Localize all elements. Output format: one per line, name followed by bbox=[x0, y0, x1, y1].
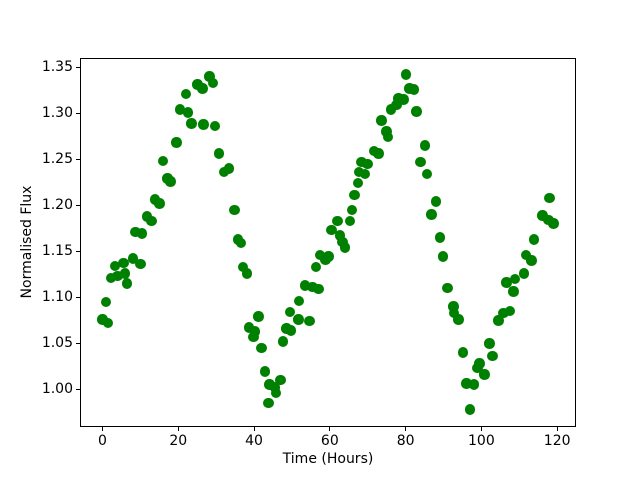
x-tick-mark bbox=[405, 427, 407, 431]
y-tick-label: 1.25 bbox=[41, 151, 73, 168]
y-axis-label: Normalised Flux bbox=[19, 185, 35, 299]
x-tick-label: 100 bbox=[468, 433, 495, 449]
y-tick-mark bbox=[76, 342, 80, 344]
y-tick-label: 1.35 bbox=[41, 59, 73, 76]
x-tick-mark bbox=[102, 427, 103, 431]
x-tick-mark bbox=[177, 427, 179, 431]
x-axis-label: Time (Hours) bbox=[282, 451, 374, 467]
x-tick-mark bbox=[329, 427, 331, 431]
y-tick-label: 1.00 bbox=[41, 381, 73, 398]
y-tick-mark bbox=[76, 388, 80, 390]
y-tick-mark bbox=[76, 158, 80, 160]
x-tick-label: 80 bbox=[396, 433, 415, 449]
y-tick-mark bbox=[76, 296, 80, 298]
x-tick-label: 20 bbox=[169, 433, 188, 449]
x-tick-label: 0 bbox=[98, 433, 107, 449]
y-tick-mark bbox=[76, 204, 80, 206]
y-tick-mark bbox=[76, 250, 80, 252]
y-tick-mark bbox=[76, 112, 80, 114]
y-tick-label: 1.15 bbox=[41, 243, 73, 260]
y-tick-mark bbox=[76, 66, 80, 68]
x-tick-mark bbox=[253, 427, 255, 431]
x-tick-mark bbox=[480, 427, 482, 431]
y-tick-label: 1.30 bbox=[41, 105, 73, 122]
x-tick-label: 60 bbox=[320, 433, 339, 449]
y-tick-label: 1.20 bbox=[41, 197, 73, 214]
x-tick-mark bbox=[556, 427, 558, 431]
x-tick-label: 40 bbox=[245, 433, 263, 449]
y-tick-label: 1.10 bbox=[41, 289, 73, 306]
x-tick-label: 120 bbox=[543, 433, 571, 449]
plot-area bbox=[80, 58, 576, 427]
y-tick-label: 1.05 bbox=[41, 335, 73, 352]
